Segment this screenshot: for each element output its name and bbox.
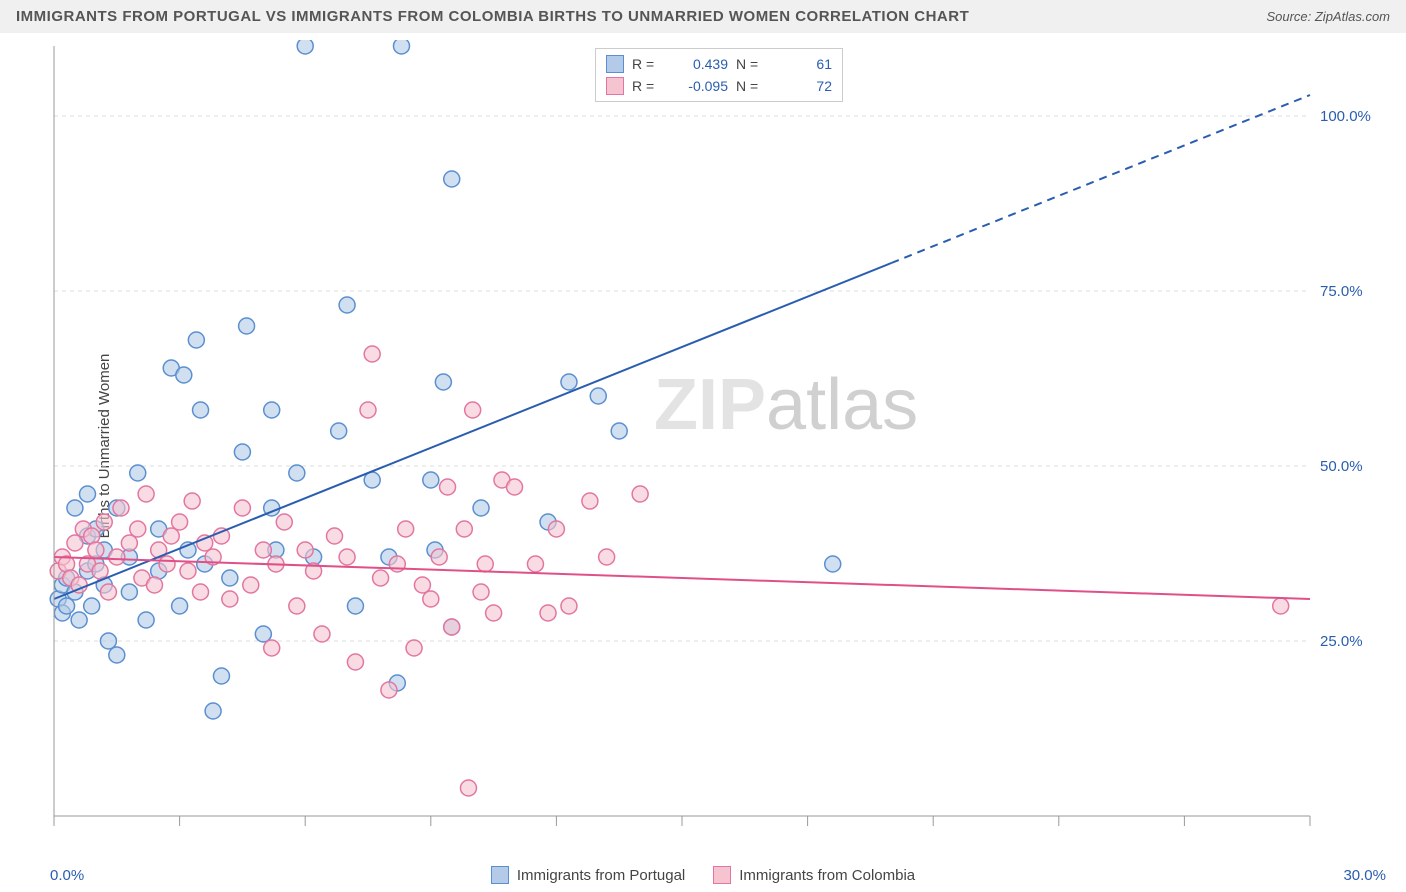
legend-row-portugal: R = 0.439 N = 61 — [606, 53, 832, 75]
swatch-colombia — [713, 866, 731, 884]
legend-row-colombia: R = -0.095 N = 72 — [606, 75, 832, 97]
svg-text:50.0%: 50.0% — [1320, 458, 1363, 475]
swatch-portugal — [491, 866, 509, 884]
svg-text:25.0%: 25.0% — [1320, 633, 1363, 650]
series-legend: Immigrants from Portugal Immigrants from… — [0, 866, 1406, 884]
r-label: R = — [632, 56, 660, 72]
chart-area: ZIPatlas 25.0%50.0%75.0%100.0% R = 0.439… — [48, 40, 1390, 852]
legend-label: Immigrants from Portugal — [517, 867, 685, 884]
scatter-plot: 25.0% 50.0% 75.0% 100.0% — [48, 40, 1390, 852]
r-value: -0.095 — [668, 78, 728, 94]
swatch-colombia — [606, 77, 624, 95]
chart-header: IMMIGRANTS FROM PORTUGAL VS IMMIGRANTS F… — [0, 0, 1406, 33]
n-label: N = — [736, 56, 764, 72]
r-value: 0.439 — [668, 56, 728, 72]
n-value: 72 — [772, 78, 832, 94]
svg-text:100.0%: 100.0% — [1320, 108, 1371, 125]
chart-title: IMMIGRANTS FROM PORTUGAL VS IMMIGRANTS F… — [16, 8, 969, 25]
source-label: Source: ZipAtlas.com — [1266, 9, 1390, 24]
legend-label: Immigrants from Colombia — [739, 867, 915, 884]
n-value: 61 — [772, 56, 832, 72]
legend-item-portugal: Immigrants from Portugal — [491, 866, 685, 884]
correlation-legend: R = 0.439 N = 61 R = -0.095 N = 72 — [595, 48, 843, 102]
legend-item-colombia: Immigrants from Colombia — [713, 866, 915, 884]
n-label: N = — [736, 78, 764, 94]
r-label: R = — [632, 78, 660, 94]
svg-text:75.0%: 75.0% — [1320, 283, 1363, 300]
swatch-portugal — [606, 55, 624, 73]
